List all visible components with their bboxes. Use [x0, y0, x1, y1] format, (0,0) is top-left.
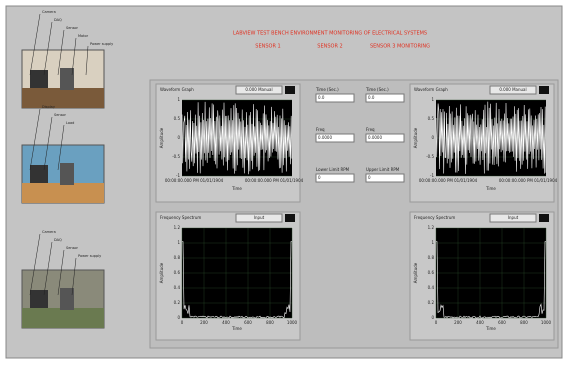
x-axis-label: Time [485, 326, 496, 331]
graph-button-label: Input [508, 215, 519, 220]
photo-label: DAQ [54, 18, 62, 22]
photo-label: DAQ [54, 238, 62, 242]
x-axis-label: Time [231, 186, 242, 191]
control-label: Lower Limit RPM [316, 167, 350, 172]
x-tick-label: 400 [222, 320, 230, 325]
photo-label: Power supply [78, 254, 101, 258]
photo-bench [22, 88, 104, 108]
y-tick-label: -0.5 [172, 154, 180, 159]
control-value: 0.0 [318, 95, 325, 100]
photo-label: Power supply [90, 42, 113, 46]
x-tick-label: 1000 [287, 320, 298, 325]
y-tick-label: 1.2 [428, 225, 435, 230]
y-tick-label: 0.8 [174, 255, 181, 260]
photo-device [60, 68, 74, 90]
x-tick-label: 0 [181, 320, 184, 325]
x-axis-label: Time [231, 326, 242, 331]
control-value: 0.0 [368, 95, 375, 100]
photo-label: Camera [42, 230, 56, 234]
control-value: 0.0000 [318, 135, 332, 140]
y-axis-label: Amplitude [413, 127, 418, 148]
photo-device [30, 165, 48, 183]
title: LABVIEW TEST BENCH ENVIRONMENT MONITORIN… [233, 31, 427, 37]
graph-indicator [285, 214, 295, 222]
graph-title: Waveform Graph [414, 87, 448, 92]
photo-label: Camera [42, 10, 56, 14]
photo-device [60, 163, 74, 185]
x-tick-label: 00:00:00.000 PM 01/01/1904 [245, 178, 304, 183]
photo-label: Load [66, 121, 74, 125]
x-tick-label: 00:00:00.000 PM 01/01/1904 [419, 178, 478, 183]
photo-label: Motor [78, 34, 89, 38]
photo-label: Sensor [66, 246, 79, 250]
y-axis-label: Amplitude [159, 127, 164, 148]
photo-bench [22, 308, 104, 328]
control-value: 0.0000 [368, 135, 382, 140]
graph-button-label: 0.000 Manual [499, 87, 526, 92]
photo-label: Display [42, 105, 55, 109]
x-tick-label: 600 [498, 320, 506, 325]
x-tick-label: 600 [244, 320, 252, 325]
graph-title: Frequency Spectrum [160, 215, 201, 220]
x-tick-label: 800 [266, 320, 274, 325]
y-tick-label: 0.2 [428, 300, 435, 305]
y-tick-label: 0.4 [174, 285, 181, 290]
x-tick-label: 00:00:00.000 PM 01/01/1904 [499, 178, 558, 183]
y-axis-label: Amplitude [413, 262, 418, 283]
x-tick-label: 800 [520, 320, 528, 325]
graph-indicator [539, 214, 549, 222]
control-label: Time (Sec.) [315, 87, 339, 92]
photo-bench [22, 183, 104, 203]
subtitle: SENSOR 3 MONITORING [370, 44, 430, 50]
y-tick-label: -0.5 [426, 154, 434, 159]
y-tick-label: 0.8 [428, 255, 435, 260]
x-tick-label: 0 [435, 320, 438, 325]
photo-label: Sensor [54, 113, 67, 117]
photo-device [30, 290, 48, 308]
graph-title: Waveform Graph [160, 87, 194, 92]
x-tick-label: 200 [200, 320, 208, 325]
control-label: Time (Sec.) [365, 87, 389, 92]
graph-indicator [539, 86, 549, 94]
graph-button-label: Input [254, 215, 265, 220]
x-tick-label: 200 [454, 320, 462, 325]
y-tick-label: 1.2 [174, 225, 181, 230]
front-panel: LABVIEW TEST BENCH ENVIRONMENT MONITORIN… [0, 0, 569, 367]
y-tick-label: 0.6 [428, 270, 435, 275]
photo-device [30, 70, 48, 88]
subtitle: SENSOR 1 [255, 44, 280, 50]
control-box[interactable] [366, 174, 404, 182]
graph-button-label: 0.000 Manual [245, 87, 272, 92]
x-axis-label: Time [485, 186, 496, 191]
x-tick-label: 1000 [541, 320, 552, 325]
y-tick-label: 0.5 [174, 116, 181, 121]
subtitle: SENSOR 2 [317, 44, 342, 50]
control-box[interactable] [316, 174, 354, 182]
control-label: Freq [366, 127, 375, 132]
x-tick-label: 00:00:00.000 PM 01/01/1904 [165, 178, 224, 183]
y-tick-label: 0.4 [428, 285, 435, 290]
y-tick-label: 0.2 [174, 300, 181, 305]
x-tick-label: 400 [476, 320, 484, 325]
y-tick-label: 0.6 [174, 270, 181, 275]
y-tick-label: 0.5 [428, 116, 435, 121]
control-label: Freq [316, 127, 325, 132]
graph-indicator [285, 86, 295, 94]
photo-device [60, 288, 74, 310]
y-axis-label: Amplitude [159, 262, 164, 283]
photo-label: Sensor [66, 26, 79, 30]
graph-title: Frequency Spectrum [414, 215, 455, 220]
control-label: Upper Limit RPM [366, 167, 400, 172]
